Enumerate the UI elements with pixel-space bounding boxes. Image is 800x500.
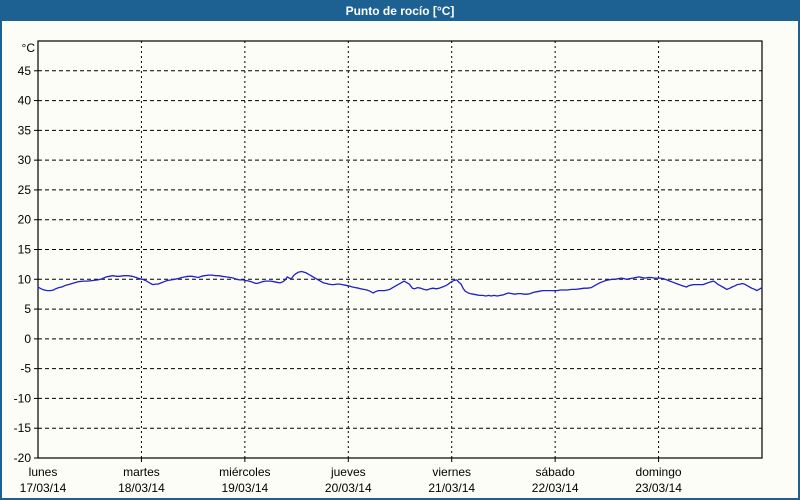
plot-border bbox=[37, 40, 763, 459]
chart-title: Punto de rocío [°C] bbox=[345, 4, 455, 18]
y-tick-label: 35 bbox=[18, 123, 32, 137]
y-tick-label: 30 bbox=[18, 153, 32, 167]
series-line-dew-point bbox=[37, 270, 763, 297]
chart-area: 45 40 35 30 25 20 15 10 5 0 -5 -10 -15 -20 °C lunes 17/0… bbox=[2, 21, 798, 498]
x-day-label: domingo bbox=[636, 465, 682, 479]
y-tick-label: 5 bbox=[24, 302, 31, 316]
y-tick-label: 45 bbox=[18, 64, 32, 78]
y-tick-label: 25 bbox=[18, 183, 32, 197]
x-date-label: 19/03/14 bbox=[221, 481, 268, 495]
x-date-label: 21/03/14 bbox=[428, 481, 475, 495]
y-tick-label: 40 bbox=[18, 94, 32, 108]
x-day-label: lunes bbox=[29, 465, 58, 479]
x-date-label: 18/03/14 bbox=[118, 481, 165, 495]
x-date-label: 17/03/14 bbox=[20, 481, 67, 495]
x-day-label: jueves bbox=[330, 465, 366, 479]
y-tick-label: 0 bbox=[24, 332, 31, 346]
x-day-label: sábado bbox=[535, 465, 575, 479]
x-date-label: 20/03/14 bbox=[325, 481, 372, 495]
x-day-label: martes bbox=[123, 465, 160, 479]
y-tick-label: -5 bbox=[20, 362, 31, 376]
y-tick-label: 10 bbox=[18, 272, 32, 286]
y-tick-label: 15 bbox=[18, 243, 32, 257]
x-day-label: viernes bbox=[432, 465, 471, 479]
x-date-label: 23/03/14 bbox=[635, 481, 682, 495]
dew-point-line-chart: 45 40 35 30 25 20 15 10 5 0 -5 -10 -15 -20 °C lunes 17/0… bbox=[14, 40, 763, 495]
y-tick-label: -15 bbox=[14, 421, 32, 435]
y-tick-label: 20 bbox=[18, 213, 32, 227]
y-tick-label: -10 bbox=[14, 391, 32, 405]
y-tick-label: -20 bbox=[14, 451, 32, 465]
chart-title-bar: Punto de rocío [°C] bbox=[2, 2, 798, 21]
y-axis-unit-label: °C bbox=[22, 41, 36, 55]
x-day-label: miércoles bbox=[219, 465, 270, 479]
x-date-label: 22/03/14 bbox=[532, 481, 579, 495]
